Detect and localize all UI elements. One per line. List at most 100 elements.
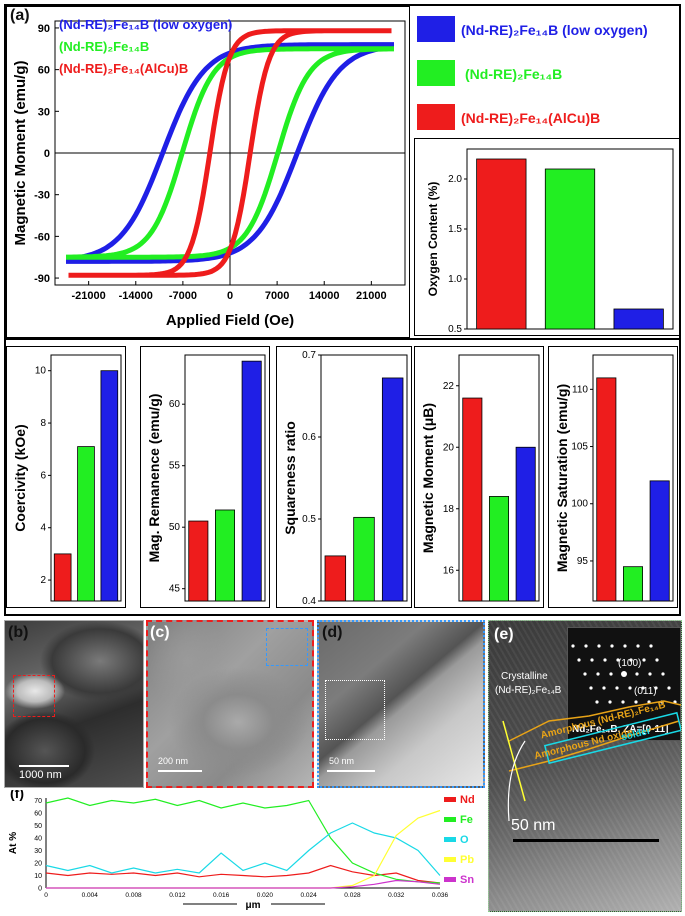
- bar: [215, 509, 236, 602]
- fft-spot: [641, 686, 645, 690]
- x-tick-label: -14000: [119, 290, 153, 302]
- x-tick-label: 0.016: [213, 892, 230, 899]
- y-tick-label: 50: [34, 823, 42, 830]
- scale-text-b: 1000 nm: [19, 769, 62, 781]
- remanence-chart-box: 45 50 55 60 Mag. Remanence (emu/g): [140, 346, 270, 608]
- x-axis-label: μm: [245, 900, 260, 911]
- squareness-chart-box: 0.4 0.5 0.6 0.7 Squareness ratio: [276, 346, 412, 608]
- y-tick-label: 0.4: [302, 596, 316, 607]
- y-tick-label: 1.0: [448, 274, 462, 285]
- x-tick-label: 0.032: [388, 892, 405, 899]
- legend-swatch-fe: [444, 817, 456, 822]
- fft-spot: [636, 644, 640, 648]
- y-tick-label: 18: [443, 504, 455, 515]
- x-tick-label: 0.020: [257, 892, 274, 899]
- inline-legend-label: (Nd-RE)₂Fe₁₄B (low oxygen): [59, 17, 232, 32]
- bar: [188, 520, 209, 602]
- fft-spot: [648, 672, 652, 676]
- y-tick-label: 0.5: [302, 514, 316, 525]
- amorphous-boundary: [508, 700, 681, 742]
- fft-spot: [655, 658, 659, 662]
- bar: [462, 397, 483, 602]
- fft-spot: [615, 686, 619, 690]
- fft-inset: (100) (011) Nd₂Fe₁₄B, ZA=[0-11]: [567, 627, 681, 741]
- y-tick-label: 45: [169, 584, 181, 595]
- moment-chart-box: 16 18 20 22 Magnetic Moment (μB): [414, 346, 544, 608]
- y-tick-label: 0: [44, 148, 50, 160]
- hysteresis-loop-standard: [66, 46, 394, 260]
- bar: [623, 566, 644, 602]
- scale-text-e: 50 nm: [511, 817, 556, 834]
- bar: [596, 377, 617, 602]
- legend-label-nd: Nd: [460, 794, 475, 806]
- y-tick-label: 6: [40, 470, 46, 481]
- inset-marker-b: [13, 675, 55, 717]
- bar: [100, 370, 119, 602]
- x-tick-label: 0: [227, 290, 233, 302]
- fft-spot: [621, 700, 625, 704]
- scalebar-e: [513, 839, 659, 842]
- y-tick-label: 0.5: [448, 324, 462, 335]
- fft-spot: [596, 672, 600, 676]
- y-tick-label: 30: [34, 848, 42, 855]
- fft-spot: [654, 686, 658, 690]
- y-tick-label: 0.6: [302, 432, 316, 443]
- scale-text-c: 200 nm: [158, 756, 189, 766]
- y-axis-label: Oxygen Content (%): [426, 182, 440, 297]
- bar: [544, 168, 596, 330]
- bar: [489, 496, 510, 602]
- hysteresis-loop-alcu: [68, 28, 392, 278]
- x-tick-label: 14000: [309, 290, 340, 302]
- hysteresis-chart: -21000 -14000 -7000 0 7000 14000 21000 -90 -60 -3…: [12, 17, 406, 329]
- y-tick-label: 16: [443, 565, 455, 576]
- y-axis-label: Squareness ratio: [282, 421, 298, 535]
- y-tick-label: 20: [443, 442, 455, 453]
- tem-image-d: 50 nm: [317, 620, 485, 788]
- inset-marker-c: [266, 628, 308, 666]
- remanence-chart: 45 50 55 60 Mag. Remanence (emu/g): [146, 354, 266, 602]
- crystalline-label-line2: (Nd-RE)₂Fe₁₄B: [495, 685, 562, 696]
- oxide-boundary: [508, 720, 680, 772]
- x-tick-label: -7000: [169, 290, 197, 302]
- y-tick-label: 1.5: [448, 224, 462, 235]
- bar: [353, 516, 375, 602]
- x-tick-label: 0.028: [344, 892, 361, 899]
- y-axis-label: Magnetic Moment (μB): [420, 403, 436, 553]
- y-tick-label: 95: [577, 556, 589, 567]
- y-tick-label: 50: [169, 522, 181, 533]
- fft-spot: [577, 658, 581, 662]
- bar: [476, 158, 527, 330]
- fft-label-011: (011): [634, 686, 657, 697]
- squareness-chart: 0.4 0.5 0.6 0.7 Squareness ratio: [282, 350, 408, 607]
- legend-label-standard: (Nd-RE)₂Fe₁₄B: [465, 66, 563, 82]
- y-tick-label: 60: [38, 65, 50, 77]
- inset-marker-d: [325, 680, 385, 740]
- y-tick-label: -90: [34, 273, 50, 285]
- fft-spot: [602, 686, 606, 690]
- legend: (Nd-RE)₂Fe₁₄B (low oxygen) (Nd-RE)₂Fe₁₄B…: [415, 10, 680, 130]
- legend-swatch-pb: [444, 857, 456, 862]
- fft-spot: [583, 672, 587, 676]
- bar: [381, 377, 404, 602]
- y-tick-label: 8: [40, 418, 46, 429]
- solder-outline: [543, 711, 681, 765]
- tem-image-c: 200 nm: [146, 620, 314, 788]
- y-tick-label: 70: [34, 798, 42, 805]
- legend-label-pb: Pb: [460, 854, 474, 866]
- y-tick-label: 0.7: [302, 350, 316, 361]
- y-tick-label: 40: [34, 836, 42, 843]
- fft-spot: [590, 658, 594, 662]
- x-tick-label: 0: [44, 892, 48, 899]
- hysteresis-loop-low-oxygen: [66, 42, 394, 264]
- fft-spot: [616, 658, 620, 662]
- coercivity-chart-box: 2 4 6 8 10 Coercivity (kOe): [6, 346, 126, 608]
- x-tick-label: 0.008: [125, 892, 142, 899]
- fft-spot: [603, 658, 607, 662]
- fft-spot: [634, 700, 638, 704]
- y-tick-label: 20: [34, 861, 42, 868]
- x-tick-label: 0.036: [432, 892, 449, 899]
- bar: [241, 360, 262, 602]
- fft-spot: [667, 686, 671, 690]
- bar: [613, 308, 664, 330]
